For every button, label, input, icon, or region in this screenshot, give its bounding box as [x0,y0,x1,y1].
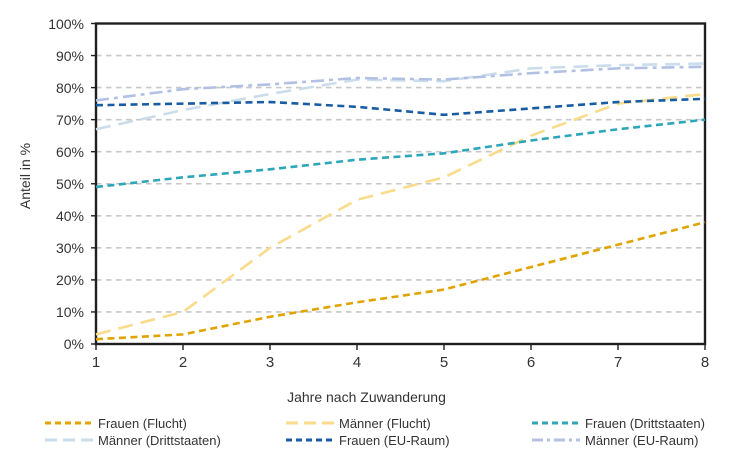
y-tick-label: 10% [55,303,84,320]
legend-label: Männer (Flucht) [339,415,431,431]
series-line-frauen-drittstaaten [95,118,706,189]
plot-border [94,22,707,346]
y-tick-label: 60% [55,143,84,160]
y-tick-label: 100% [48,15,84,32]
legend-swatch-manner-drittstaaten-line-icon [45,438,93,442]
y-tick-label: 30% [55,239,84,256]
legend-item-frauen-eu-raum: Frauen (EU-Raum) [286,432,450,448]
x-tick-label: 3 [265,354,275,371]
legend-swatch-manner-eu-raum-line-icon [532,438,580,442]
x-tick-label: 2 [178,354,188,371]
legend-item-manner-flucht: Männer (Flucht) [286,415,431,431]
legend-swatch-frauen-drittstaaten-line-icon [532,421,580,425]
legend-label: Frauen (Flucht) [98,415,187,431]
y-tick-label: 50% [55,175,84,192]
series-line-frauen-eu-raum [95,97,706,117]
x-tick-label: 1 [91,354,101,371]
legend-swatch-frauen-eu-raum-line-icon [286,438,334,442]
legend-swatch-frauen-flucht-line-icon [45,421,93,425]
legend-item-manner-drittstaaten: Männer (Drittstaaten) [45,432,221,448]
legend-item-frauen-flucht: Frauen (Flucht) [45,415,187,431]
y-tick-label: 0% [63,336,84,352]
legend-label: Männer (Drittstaaten) [98,432,221,448]
x-tick-label: 6 [526,354,536,371]
y-tick-label: 90% [55,47,84,64]
legend-swatch-manner-flucht-line-icon [286,421,334,425]
x-axis-title: Jahre nach Zuwanderung [287,389,446,405]
legend-label: Männer (EU-Raum) [585,432,699,448]
y-tick-label: 20% [55,271,84,288]
legend-item-manner-eu-raum: Männer (EU-Raum) [532,432,698,448]
x-tick-label: 4 [352,354,362,371]
y-tick-label: 80% [55,79,84,96]
series-line-manner-flucht [95,92,706,336]
series-line-manner-eu-raum [95,65,706,102]
x-tick-label: 8 [700,354,710,371]
y-tick-label: 40% [55,207,84,224]
x-tick-label: 7 [613,354,623,371]
legend-label: Frauen (EU-Raum) [339,432,450,448]
legend-item-frauen-drittstaaten: Frauen (Drittstaaten) [532,415,705,431]
series-line-manner-drittstaaten [95,62,706,131]
legend-label: Frauen (Drittstaaten) [585,415,705,431]
series-line-frauen-flucht [95,220,706,341]
x-tick-label: 5 [439,354,449,371]
y-tick-label: 70% [55,111,84,128]
